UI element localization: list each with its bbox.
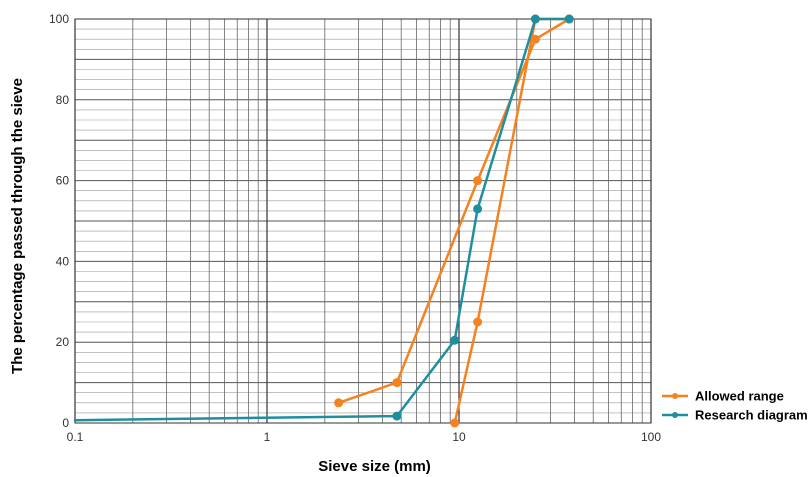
legend-marker-allowed-range [672,393,678,399]
y-tick-label: 20 [56,335,70,349]
legend-label-allowed-range: Allowed range [695,389,784,404]
data-point-research-diagram [450,335,460,345]
y-axis-title: The percentage passed through the sieve [9,78,26,374]
data-point-allowed-range [450,418,460,428]
x-axis-title: Sieve size (mm) [318,458,431,475]
chart-grid [74,18,652,424]
series-research-diagram [73,14,574,422]
legend-marker-research-diagram [672,412,678,418]
plot-area-frame [74,18,652,424]
data-point-allowed-range [334,398,344,408]
y-tick-label: 100 [49,12,69,26]
x-tick-label: 1 [264,430,271,444]
chart-series [73,14,574,428]
y-tick-label: 80 [56,93,70,107]
y-axis-tick-labels: 0 20 40 60 80 100 [49,12,69,430]
chart-legend: Allowed range Research diagram [662,389,808,423]
data-point-research-diagram [564,14,574,24]
data-point-allowed-range [473,317,483,327]
series-line-research-diagram [73,17,571,422]
data-point-research-diagram [530,14,540,24]
x-tick-label: 10 [452,430,466,444]
data-point-allowed-range [392,378,402,388]
x-tick-label: 100 [641,430,661,444]
legend-label-research-diagram: Research diagram [695,408,808,423]
data-point-allowed-range [473,176,483,186]
y-tick-label: 40 [56,254,70,268]
y-tick-label: 0 [62,416,69,430]
legend-item-research-diagram: Research diagram [662,408,808,423]
x-axis-tick-labels: 0.1 1 10 100 [67,430,662,444]
legend-item-allowed-range: Allowed range [662,389,784,404]
y-tick-label: 60 [56,174,70,188]
x-tick-label: 0.1 [67,430,84,444]
data-point-research-diagram [392,411,402,421]
data-point-research-diagram [473,204,483,214]
